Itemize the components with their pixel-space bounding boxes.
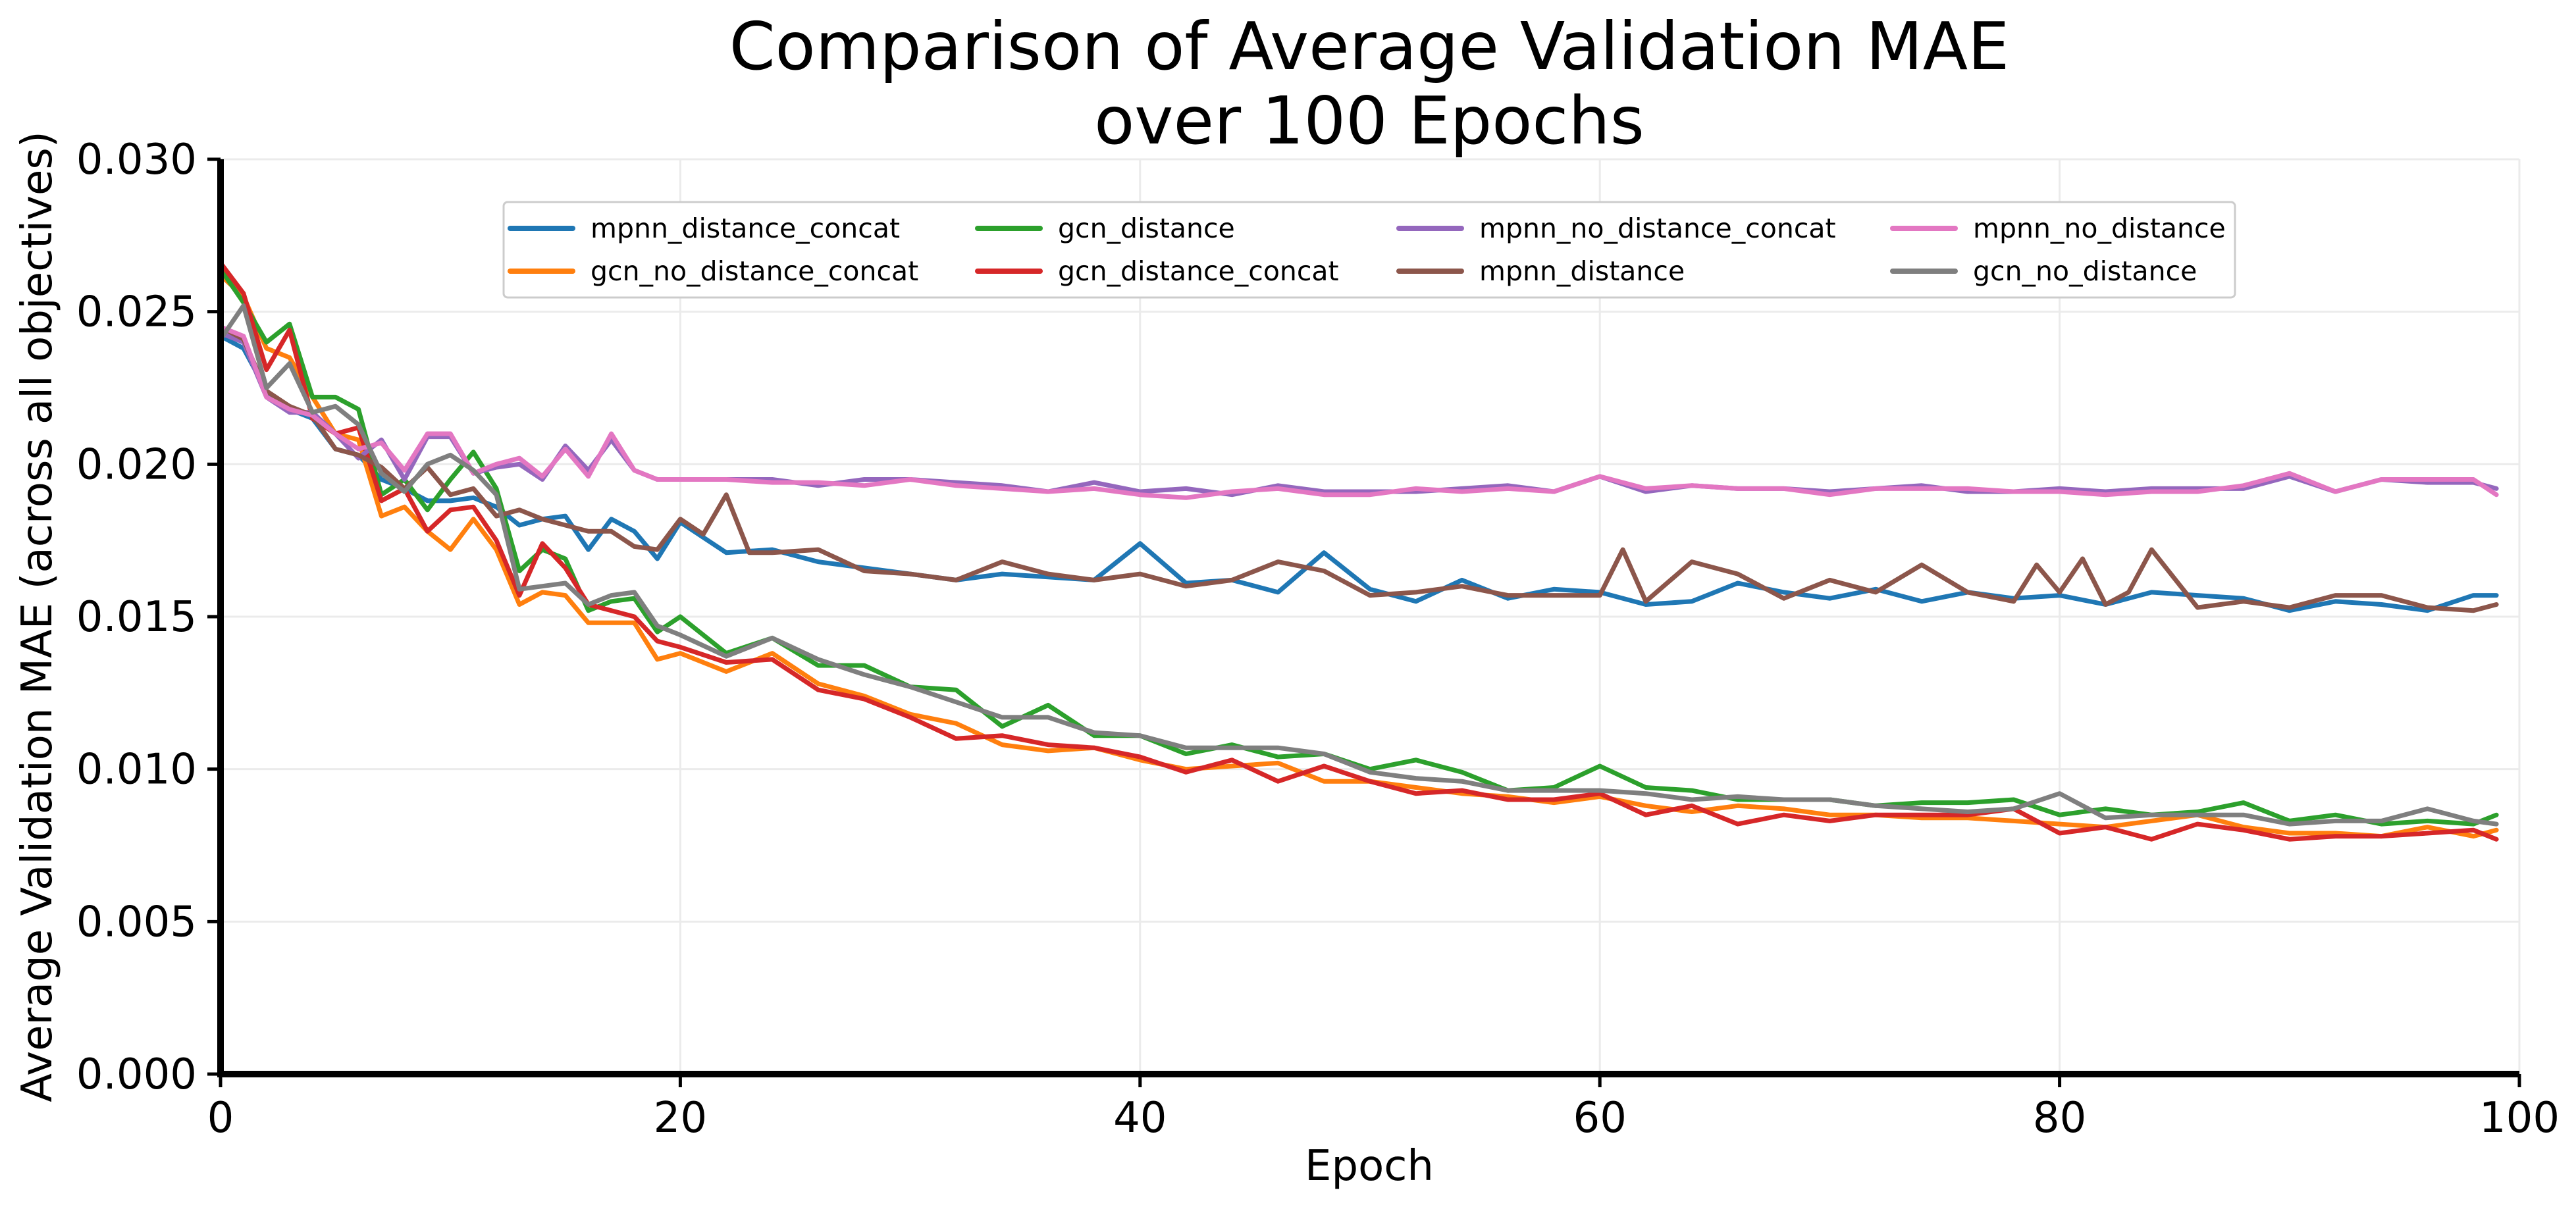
y-tick-label: 0.025 [76, 288, 197, 337]
series-layer [218, 261, 2499, 842]
legend: mpnn_distance_concat gcn_no_distance_conc… [502, 201, 2236, 299]
y-tick-label: 0.005 [76, 898, 197, 946]
y-tick-label: 0.020 [76, 440, 197, 489]
x-tick-label: 60 [1573, 1094, 1626, 1143]
series-line-mpnn-distance-concat [218, 334, 2499, 613]
series-line-gcn-no-distance-concat [218, 272, 2499, 839]
x-tick-label: 80 [2033, 1094, 2086, 1143]
chart-title-line-1: Comparison of Average Validation MAE [729, 8, 2010, 85]
series-line-mpnn-no-distance [218, 324, 2499, 500]
legend-label-gcn-no-distance-concat: gcn_no_distance_concat [591, 255, 918, 287]
legend-label-gcn-distance: gcn_distance [1058, 213, 1235, 244]
ticks-layer: 0 20 40 60 80 100 0.000 0.005 0.010 0.015 0.020 0.0… [76, 136, 2560, 1143]
legend-label-mpnn-no-distance-concat: mpnn_no_distance_concat [1479, 213, 1836, 244]
legend-label-mpnn-no-distance: mpnn_no_distance [1973, 213, 2226, 244]
y-tick-label: 0.000 [76, 1050, 197, 1099]
x-tick-label: 100 [2479, 1094, 2560, 1143]
y-axis-label: Average Validation MAE (across all objec… [13, 131, 62, 1102]
y-tick-label: 0.030 [76, 136, 197, 184]
y-tick-label: 0.015 [76, 593, 197, 642]
x-tick-label: 40 [1113, 1094, 1167, 1143]
legend-label-mpnn-distance-concat: mpnn_distance_concat [591, 213, 900, 244]
x-tick-label: 0 [207, 1094, 234, 1143]
x-axis-label: Epoch [1305, 1142, 1434, 1191]
legend-label-gcn-no-distance: gcn_no_distance [1973, 255, 2197, 287]
x-tick-label: 20 [654, 1094, 707, 1143]
chart-title-line-2: over 100 Epochs [1094, 82, 1644, 159]
series-line-gcn-distance [218, 267, 2499, 827]
legend-frame [502, 201, 2236, 299]
legend-label-gcn-distance-concat: gcn_distance_concat [1058, 255, 1339, 287]
series-line-gcn-no-distance [218, 303, 2499, 827]
series-line-gcn-distance-concat [218, 261, 2499, 842]
legend-label-mpnn-distance: mpnn_distance [1479, 255, 1685, 287]
series-line-mpnn-distance [218, 324, 2499, 613]
y-tick-label: 0.010 [76, 746, 197, 794]
series-line-mpnn-no-distance-concat [218, 330, 2499, 498]
